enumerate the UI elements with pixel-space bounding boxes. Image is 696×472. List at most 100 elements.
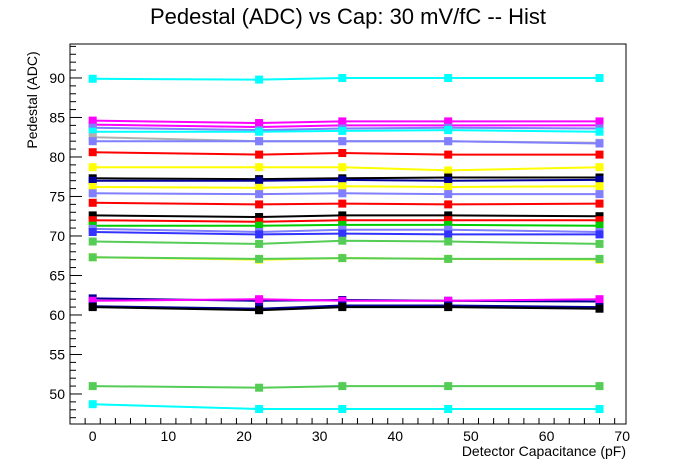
data-point [444, 296, 453, 305]
data-point [255, 200, 264, 209]
data-point [595, 127, 604, 136]
data-point [338, 182, 347, 191]
data-point [444, 211, 453, 220]
data-point [595, 182, 604, 191]
x-tick-label: 30 [312, 428, 328, 444]
data-point [338, 199, 347, 208]
y-tick-label: 60 [49, 307, 65, 323]
data-point [444, 166, 453, 175]
data-point [338, 216, 347, 225]
x-tick-label: 60 [539, 428, 555, 444]
data-point [595, 139, 604, 148]
data-point [338, 296, 347, 305]
data-point [595, 221, 604, 230]
data-point [595, 199, 604, 208]
data-point [255, 254, 264, 263]
data-point [444, 183, 453, 191]
data-point [444, 405, 453, 413]
data-point [444, 230, 453, 239]
data-point [595, 382, 604, 391]
data-point [444, 216, 453, 225]
axes: 0 10 20 30 40 50 60 70 50 55 60 65 70 75 80 85 90 [49, 43, 630, 444]
x-axis-label: Detector Capacitance (pF) [461, 443, 626, 459]
plot-frame [69, 43, 627, 425]
x-tick-label: 10 [161, 428, 177, 444]
data-point [444, 220, 453, 229]
data-point [338, 74, 347, 82]
data-point [595, 405, 604, 413]
y-tick-label: 75 [49, 188, 65, 204]
y-tick-label: 70 [49, 228, 65, 244]
data-point [255, 127, 264, 136]
data-point [88, 382, 97, 391]
data-point [338, 236, 347, 245]
data-point [88, 127, 97, 136]
data-point [338, 175, 347, 184]
data-point [88, 189, 97, 198]
y-tick-label: 50 [49, 386, 65, 402]
x-tick-label: 50 [463, 428, 479, 444]
data-point [88, 148, 97, 157]
data-point [88, 183, 97, 191]
data-point [595, 304, 604, 313]
data-point [444, 74, 453, 82]
y-tick-label: 65 [49, 267, 65, 283]
data-point [88, 137, 97, 146]
data-point [88, 237, 97, 246]
data-point [88, 253, 97, 262]
series-layer [88, 74, 604, 413]
data-point [338, 254, 347, 263]
data-point [444, 150, 453, 159]
data-point [255, 176, 264, 185]
data-point [595, 254, 604, 263]
data-point [338, 229, 347, 238]
data-point [255, 383, 264, 392]
data-point [255, 306, 264, 315]
data-point [338, 137, 347, 146]
chart-title: Pedestal (ADC) vs Cap: 30 mV/fC -- Hist [149, 4, 547, 29]
x-tick-label: 70 [614, 428, 630, 444]
data-point [338, 382, 347, 391]
data-point [444, 237, 453, 246]
data-point [338, 149, 347, 157]
data-point [255, 405, 264, 413]
y-tick-label: 55 [49, 346, 65, 362]
data-point [88, 296, 97, 305]
data-point [595, 74, 604, 82]
data-point [88, 216, 97, 225]
data-point [338, 189, 347, 198]
y-axis-label: Pedestal (ADC) [24, 51, 40, 149]
data-point [255, 150, 264, 159]
data-point [444, 303, 453, 312]
data-point [444, 200, 453, 209]
y-tick-label: 85 [49, 109, 65, 125]
data-point [88, 74, 97, 83]
data-point [444, 254, 453, 263]
data-point [255, 163, 264, 172]
data-point [444, 137, 453, 146]
data-point [255, 221, 264, 230]
data-point [255, 230, 264, 239]
data-point [444, 190, 453, 199]
data-point [255, 190, 264, 199]
data-point [595, 230, 604, 239]
data-point [88, 163, 97, 172]
data-point [255, 213, 264, 221]
data-point [338, 163, 347, 172]
y-tick-label: 90 [49, 70, 65, 86]
data-point [444, 176, 453, 185]
data-point [595, 295, 604, 304]
data-point [595, 163, 604, 172]
data-point [338, 126, 347, 135]
data-point [338, 303, 347, 312]
y-tick-label: 80 [49, 149, 65, 165]
data-point [595, 190, 604, 199]
data-point [444, 126, 453, 135]
x-tick-label: 0 [89, 428, 97, 444]
data-point [595, 175, 604, 184]
data-point [255, 295, 264, 304]
x-tick-label: 40 [387, 428, 403, 444]
data-point [444, 382, 453, 391]
data-point [338, 220, 347, 229]
